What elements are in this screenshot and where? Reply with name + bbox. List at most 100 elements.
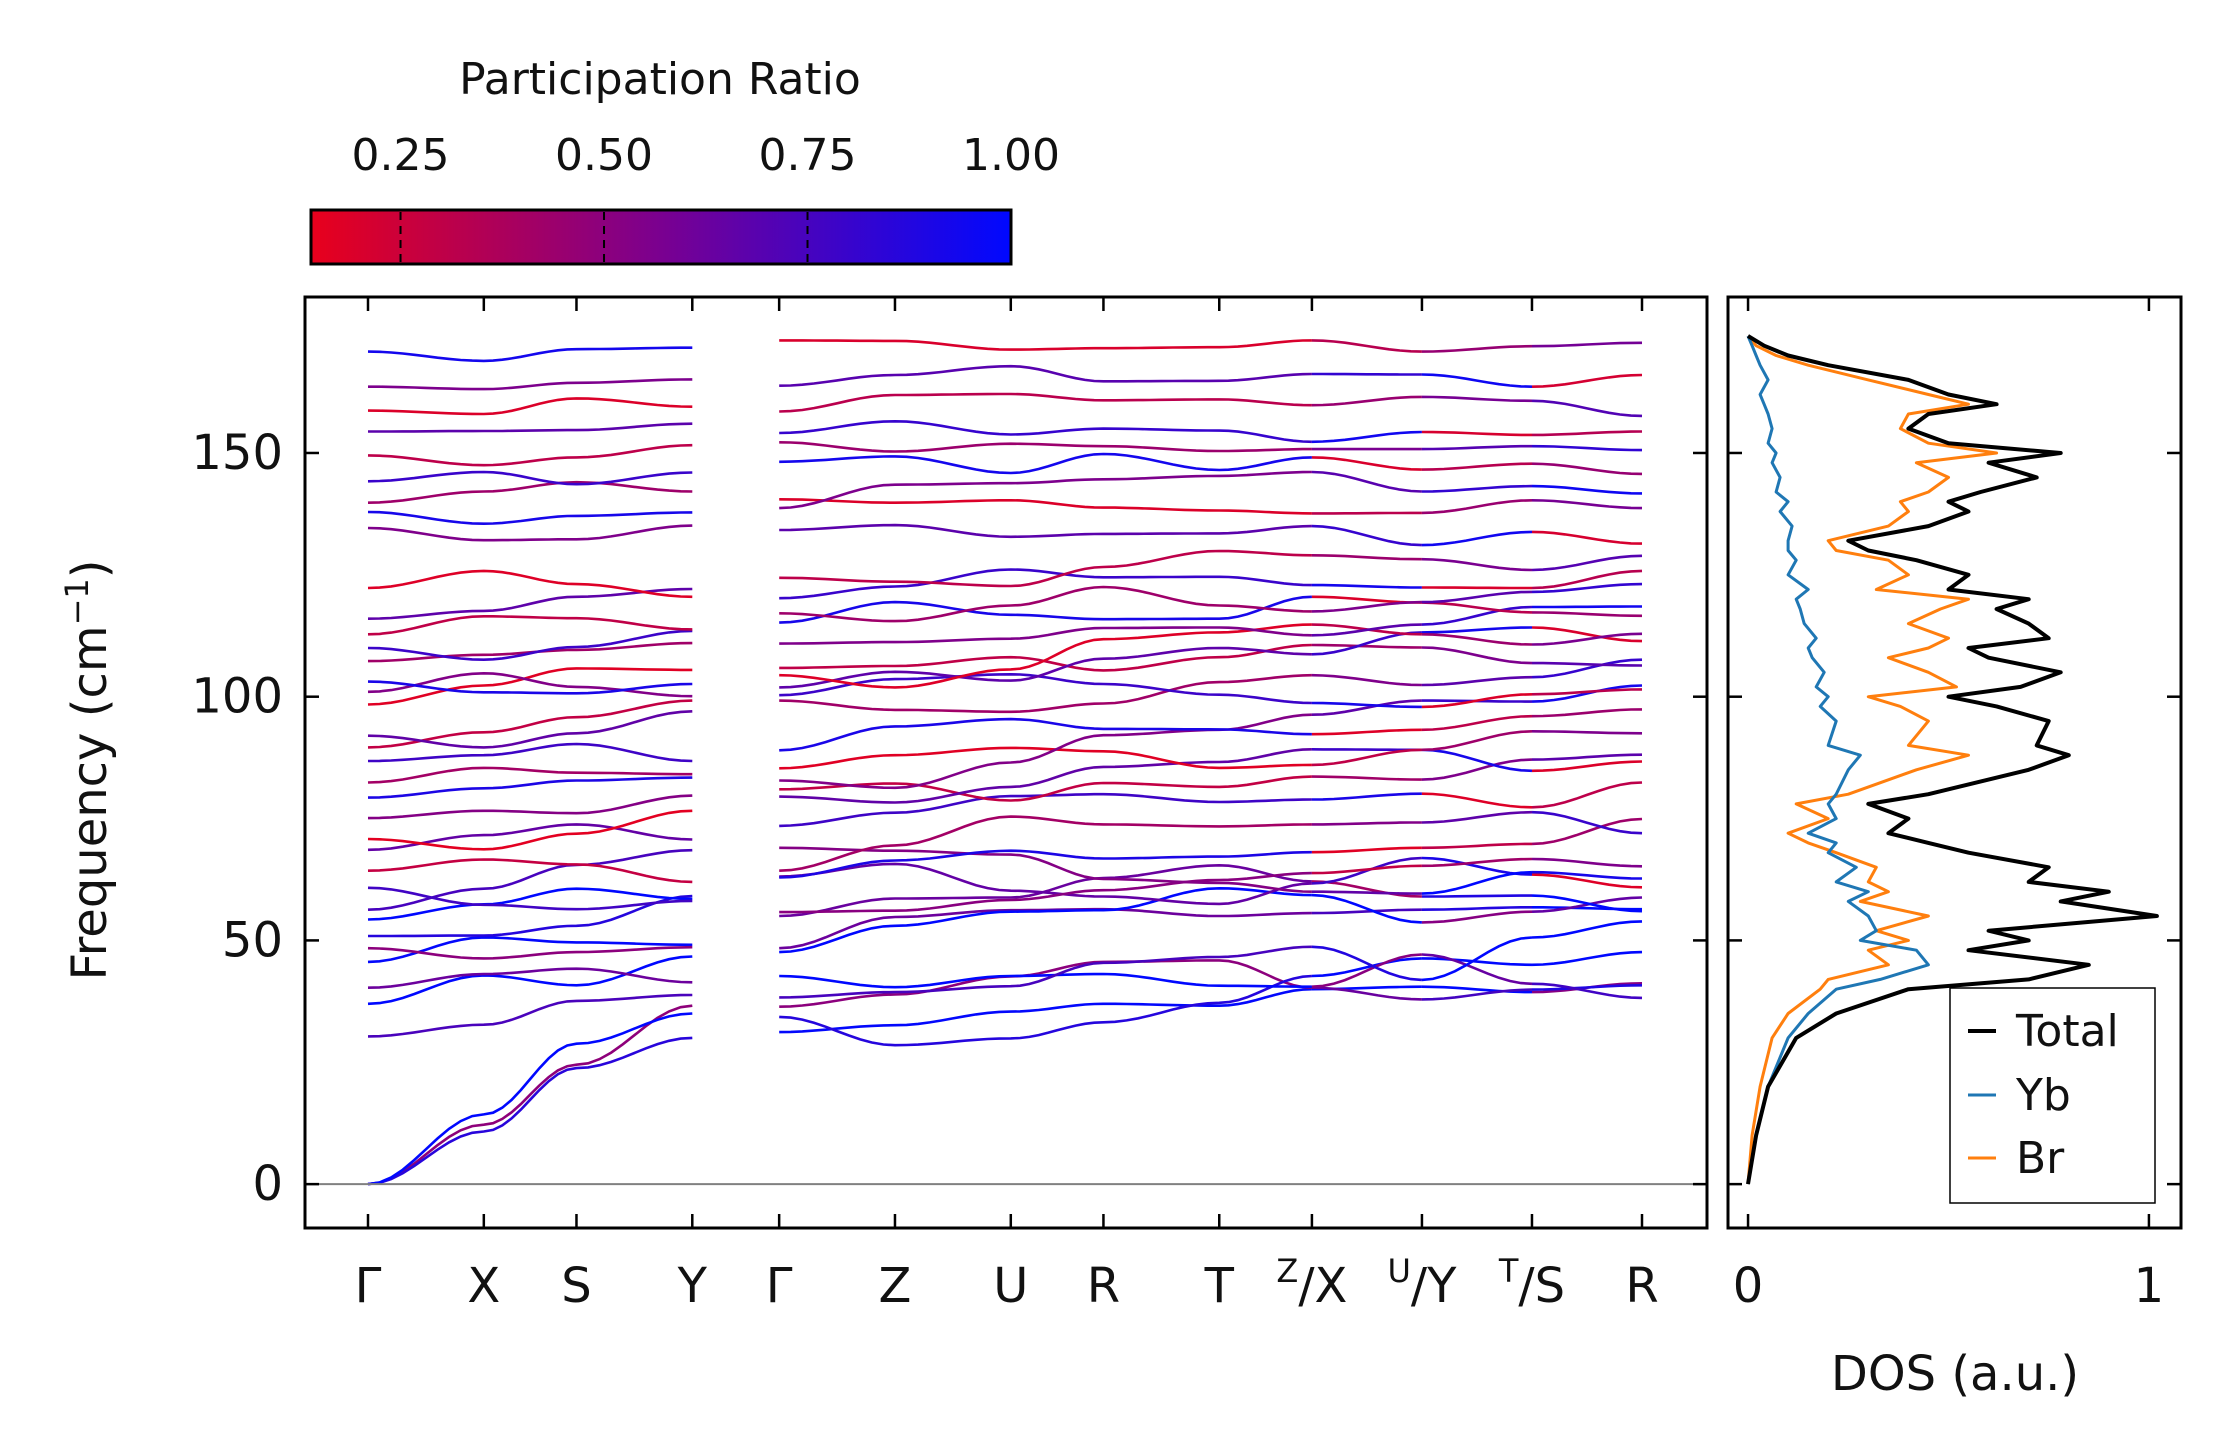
band-7-seg-1	[779, 863, 1312, 918]
band-35-seg-3	[1421, 395, 1533, 403]
band-8-seg-4	[1531, 873, 1643, 889]
band-30-seg-3	[1421, 499, 1533, 515]
band-26-seg-0	[367, 615, 693, 636]
band-25-seg-1	[779, 595, 1312, 624]
band-2-seg-3	[1421, 988, 1533, 1001]
band-20-seg-3	[1421, 693, 1533, 709]
band-12-seg-2	[1311, 821, 1422, 826]
y-axis-label: Frequency (cm−1)	[58, 559, 118, 980]
band-20-seg-0	[367, 710, 693, 749]
band-4-seg-4	[1531, 982, 1643, 1000]
band-14-seg-3	[1421, 758, 1533, 781]
band-13-seg-2	[1311, 792, 1422, 801]
band-11-seg-4	[1531, 817, 1643, 846]
band-1-seg-1	[779, 987, 1312, 1034]
band-22-seg-0	[367, 671, 693, 698]
band-7-seg-0	[367, 945, 693, 960]
band-10-seg-3	[1421, 870, 1533, 895]
band-xtick-label-9: Z/X	[1276, 1252, 1347, 1314]
band-37-seg-0	[367, 346, 693, 363]
band-11-seg-3	[1421, 842, 1533, 850]
band-30-seg-2	[1311, 511, 1422, 515]
band-28-seg-2	[1311, 554, 1422, 561]
band-36-seg-2	[1311, 372, 1422, 376]
band-5-seg-0	[367, 967, 693, 989]
band-21-seg-2	[1311, 643, 1422, 649]
dos-y-axis-ticks	[1728, 451, 2181, 1186]
band-33-seg-0	[367, 443, 693, 467]
band-29-seg-2	[1311, 524, 1422, 547]
band-30-seg-0	[367, 510, 693, 526]
band-9-seg-2	[1311, 864, 1422, 875]
band-8-seg-1	[779, 862, 1312, 906]
band-4-seg-1	[779, 972, 1312, 989]
band-24-seg-1	[779, 626, 1312, 645]
band-26-seg-3	[1421, 590, 1533, 604]
band-32-seg-0	[367, 470, 693, 486]
band-18-seg-2	[1311, 728, 1422, 736]
band-x-axis-ticks: Γ X S Y Γ Z U R T Z/X U/Y T/S R	[355, 297, 1659, 1314]
colorbar-tick-label-2: 0.75	[759, 130, 857, 181]
band-9-seg-4	[1531, 857, 1643, 868]
band-13-seg-0	[367, 823, 693, 852]
band-16-seg-4	[1531, 730, 1643, 735]
legend-label-yb: Yb	[2015, 1070, 2071, 1121]
band-37-seg-1	[779, 339, 1312, 351]
band-15-seg-1	[779, 748, 1312, 804]
band-10-seg-2	[1311, 890, 1422, 895]
band-19-seg-0	[367, 699, 693, 749]
band-19-seg-3	[1421, 675, 1533, 687]
band-37-seg-4	[1531, 341, 1643, 348]
band-36-seg-3	[1421, 373, 1533, 388]
band-32-seg-2	[1311, 456, 1422, 471]
legend-label-br: Br	[2016, 1133, 2065, 1184]
band-29-seg-3	[1421, 530, 1533, 547]
band-xtick-label-6: U	[993, 1258, 1028, 1314]
band-16-seg-3	[1421, 730, 1533, 752]
band-18-seg-3	[1421, 714, 1533, 732]
colorbar-tick-label-0: 0.25	[352, 130, 450, 181]
band-23-seg-4	[1531, 632, 1643, 646]
band-0-seg-2	[1311, 908, 1422, 915]
band-28-seg-3	[1421, 557, 1533, 572]
band-13-seg-4	[1531, 781, 1643, 809]
colorbar-tick-label-1: 0.50	[555, 130, 653, 181]
band-23-seg-0	[367, 680, 693, 695]
band-31-seg-1	[779, 470, 1312, 510]
band-3-seg-2	[1311, 957, 1422, 978]
band-xtick-label-1: X	[467, 1258, 500, 1314]
band-24-seg-4	[1532, 605, 1642, 609]
band-10-seg-4	[1531, 870, 1643, 880]
dos-series-total	[1746, 334, 2159, 1185]
band-3-seg-1	[779, 974, 1312, 1047]
band-29-seg-4	[1531, 530, 1643, 545]
band-25-seg-3	[1421, 601, 1533, 614]
band-18-seg-4	[1531, 708, 1643, 718]
band-4-seg-3	[1421, 953, 1533, 986]
band-23-seg-1	[779, 623, 1312, 689]
band-21-seg-4	[1532, 661, 1643, 667]
band-28-seg-0	[367, 569, 693, 599]
colorbar: Participation Ratio 0.25 0.50 0.75 1.00	[309, 54, 1060, 266]
band-27-seg-0	[367, 587, 693, 620]
band-15-seg-4	[1531, 760, 1643, 773]
band-23-seg-3	[1421, 633, 1533, 646]
band-21-seg-0	[367, 667, 693, 706]
band-37-seg-3	[1421, 344, 1533, 353]
band-33-seg-3	[1421, 444, 1532, 451]
band-24-seg-2	[1311, 623, 1422, 637]
dos-lines	[1746, 334, 2159, 1185]
band-12-seg-3	[1421, 810, 1533, 824]
band-26-seg-2	[1311, 600, 1422, 613]
band-15-seg-0	[367, 794, 693, 820]
band-21-seg-3	[1421, 646, 1533, 665]
band-5-seg-4	[1531, 920, 1643, 939]
band-xtick-label-10: U/Y	[1387, 1252, 1457, 1314]
band-31-seg-0	[367, 480, 693, 504]
band-2-seg-1	[779, 959, 1312, 1008]
dos-legend: Total Yb Br	[1949, 987, 2156, 1204]
band-0-seg-4	[1532, 906, 1642, 911]
band-10-seg-0	[367, 848, 693, 911]
band-xtick-label-7: R	[1087, 1258, 1120, 1314]
band-0-seg-0	[367, 1004, 693, 1186]
